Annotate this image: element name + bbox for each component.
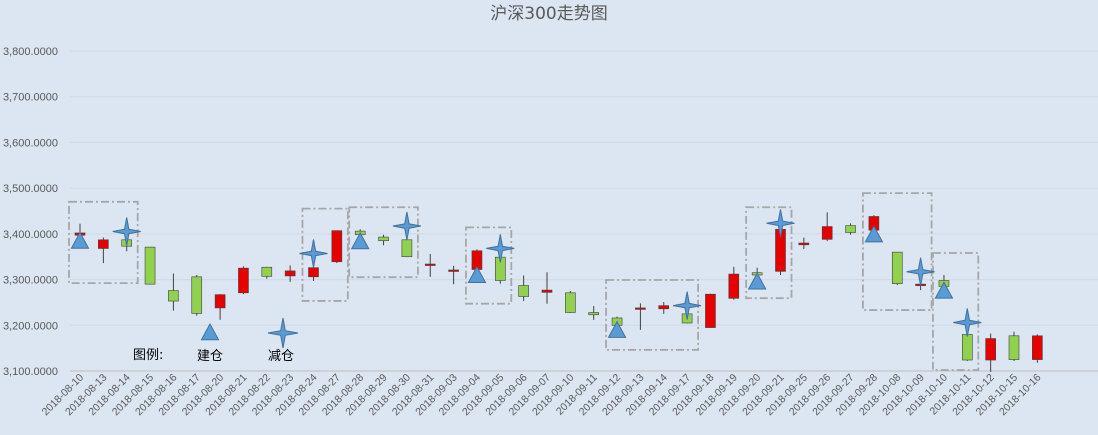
buy-triangle-icon xyxy=(934,281,954,299)
candle-body xyxy=(308,267,319,278)
candle-body xyxy=(658,305,670,310)
candle-body xyxy=(191,276,203,314)
highlight-box xyxy=(68,200,139,285)
sell-star-icon xyxy=(766,209,795,238)
candle-body xyxy=(238,267,249,294)
candle-body xyxy=(985,338,996,361)
buy-triangle-icon xyxy=(747,272,767,290)
candle-body xyxy=(891,251,903,284)
candle-body xyxy=(448,269,459,272)
buy-triangle-icon xyxy=(350,231,370,250)
candle-body xyxy=(588,312,600,316)
highlight-box xyxy=(862,192,933,311)
candle-body xyxy=(798,242,810,246)
highlight-box xyxy=(932,252,980,371)
buy-triangle-icon xyxy=(200,322,220,341)
candle-body xyxy=(284,270,296,277)
y-tick-label: 3,500.0000 xyxy=(3,183,58,195)
candle-body xyxy=(961,334,973,361)
trade-markers xyxy=(70,209,982,338)
highlight-box xyxy=(465,226,513,305)
buy-triangle-icon xyxy=(607,320,627,338)
y-tick-label: 3,700.0000 xyxy=(3,92,58,104)
y-tick-label: 3,600.0000 xyxy=(3,137,58,149)
candle-body xyxy=(1008,335,1020,360)
buy-triangle-icon xyxy=(70,231,90,249)
sell-star-icon xyxy=(953,308,982,337)
sell-star-icon xyxy=(486,234,515,263)
y-axis-labels: 3,100.0000 3,200.0000 3,300.0000 3,400.0000… xyxy=(3,46,58,378)
candle-body xyxy=(518,285,529,297)
sell-star-icon xyxy=(299,239,328,268)
sell-star-icon xyxy=(906,257,935,286)
candle-body xyxy=(541,289,553,293)
candle-body xyxy=(821,226,833,240)
legend-sell-label: 减仓 xyxy=(268,349,294,364)
y-tick-label: 3,200.0000 xyxy=(3,320,58,332)
candle-body xyxy=(261,266,273,277)
sell-star-icon xyxy=(267,317,299,349)
buy-triangle-icon xyxy=(467,265,487,284)
highlight-box xyxy=(745,206,793,300)
highlight-box xyxy=(348,206,419,279)
candle-body xyxy=(98,239,109,249)
highlight-boxes xyxy=(68,192,980,371)
candle-body xyxy=(565,292,576,313)
y-tick-label: 3,400.0000 xyxy=(3,229,58,241)
candle-body xyxy=(1032,335,1043,360)
legend: 图例: 建仓 减仓 xyxy=(133,317,299,364)
candle-body xyxy=(214,294,226,309)
y-tick-label: 3,800.0000 xyxy=(3,46,58,58)
candle-body xyxy=(845,225,856,233)
highlight-box xyxy=(605,279,699,351)
candle-body xyxy=(635,307,646,310)
chart-title: 沪深300走势图 xyxy=(490,4,607,24)
y-tick-label: 3,100.0000 xyxy=(3,366,58,378)
candle-body xyxy=(401,239,413,258)
candle-body xyxy=(168,290,179,302)
highlight-box xyxy=(301,207,349,302)
sell-star-icon xyxy=(112,217,141,246)
legend-label: 图例: xyxy=(133,348,163,363)
buy-triangle-icon xyxy=(864,225,884,243)
candle-body xyxy=(144,246,156,285)
candle-body xyxy=(378,236,389,242)
sell-star-icon xyxy=(392,211,421,241)
candle-body xyxy=(331,230,343,263)
sell-star-icon xyxy=(673,291,702,320)
candle-body xyxy=(424,263,436,266)
legend-buy-label: 建仓 xyxy=(197,349,223,364)
candlesticks xyxy=(74,212,1043,372)
y-tick-label: 3,300.0000 xyxy=(3,275,58,287)
candle-body xyxy=(728,273,740,299)
candle-body xyxy=(705,293,716,328)
